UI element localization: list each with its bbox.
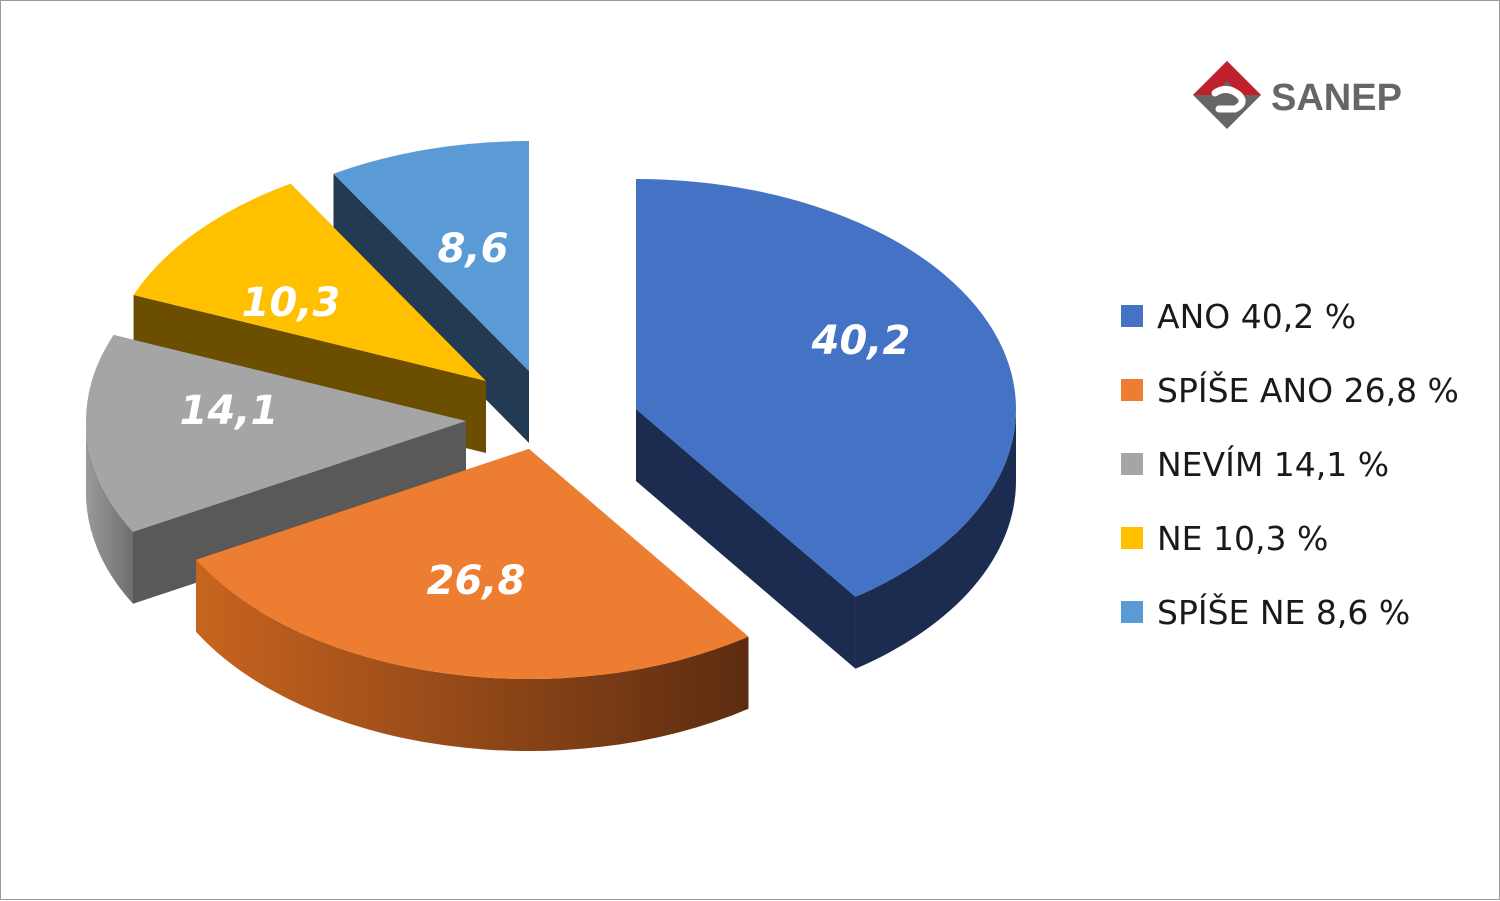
sanep-logo: SANEP — [1193, 61, 1402, 129]
pie-slice-ano-rim — [855, 409, 1016, 669]
legend-swatch-spise-ano — [1121, 379, 1143, 401]
pie-slice-ano — [636, 179, 1016, 669]
slice-label-spise-ano: 26,8 — [427, 558, 526, 604]
legend-item-ne: NE 10,3 % — [1121, 501, 1459, 575]
pie-slice-nevim-top — [85, 334, 466, 532]
legend-swatch-ne — [1121, 527, 1143, 549]
slice-label-ano: 40,2 — [811, 318, 911, 364]
pie-slice-spise-ano — [196, 449, 749, 751]
sanep-logo-mark — [1193, 61, 1261, 129]
slice-label-nevim: 14,1 — [180, 388, 279, 434]
chart-legend: ANO 40,2 % SPÍŠE ANO 26,8 % NEVÍM 14,1 %… — [1121, 279, 1459, 649]
legend-label-ano: ANO 40,2 % — [1157, 296, 1357, 336]
slice-label-ne: 10,3 — [242, 280, 341, 326]
legend-item-nevim: NEVÍM 14,1 % — [1121, 427, 1459, 501]
pie-slice-ano-wall-1 — [636, 409, 856, 669]
legend-swatch-spise-ne — [1121, 601, 1143, 623]
pie-slice-spise-ano-rim — [196, 559, 749, 751]
legend-label-spise-ano: SPÍŠE ANO 26,8 % — [1157, 370, 1459, 410]
pie-slice-ne-top — [133, 183, 486, 381]
legend-item-spise-ne: SPÍŠE NE 8,6 % — [1121, 575, 1459, 649]
legend-label-ne: NE 10,3 % — [1157, 518, 1329, 558]
pie-slice-ano-top — [636, 179, 1016, 597]
legend-item-spise-ano: SPÍŠE ANO 26,8 % — [1121, 353, 1459, 427]
legend-swatch-nevim — [1121, 453, 1143, 475]
slice-label-spise-ne: 8,6 — [438, 226, 509, 272]
legend-item-ano: ANO 40,2 % — [1121, 279, 1459, 353]
pie-slice-nevim-rim — [86, 421, 134, 604]
pie-slice-spise-ano-top — [196, 449, 749, 680]
legend-label-spise-ne: SPÍŠE NE 8,6 % — [1157, 592, 1411, 632]
legend-swatch-ano — [1121, 305, 1143, 327]
legend-label-nevim: NEVÍM 14,1 % — [1157, 444, 1390, 484]
pie-slice-spise-ne-top — [333, 141, 529, 371]
sanep-logo-text: SANEP — [1271, 77, 1402, 119]
